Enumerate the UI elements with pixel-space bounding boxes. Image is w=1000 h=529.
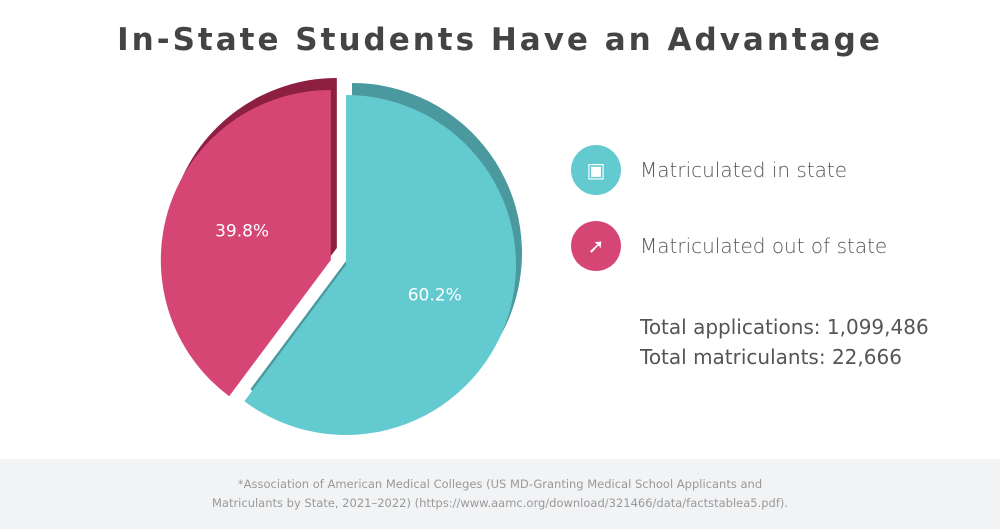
slice-label: 60.2% [408,285,462,305]
footnote-line-1: *Association of American Medical College… [237,477,763,491]
legend-item-out-of-state: ➚ Matriculated out of state [571,221,887,271]
total-applications: Total applications: 1,099,486 [640,315,929,339]
blocks-arrow-icon: ➚ [571,221,621,271]
chart-title: In-State Students Have an Advantage [117,22,883,58]
pie-slice [244,95,517,435]
footer: *Association of American Medical College… [0,459,1000,529]
footnote-line-2: Matriculants by State, 2021–2022) (https… [211,496,789,510]
legend-label: Matriculated out of state [640,234,888,258]
legend-item-in-state: ▣ Matriculated in state [571,145,847,195]
legend-label: Matriculated in state [640,158,848,182]
stacked-blocks-icon: ▣ [571,145,621,195]
pie-slice [160,89,331,397]
slice-label: 39.8% [215,222,269,242]
pie-chart: 60.2% 39.8% [160,77,523,435]
total-matriculants: Total matriculants: 22,666 [640,345,902,369]
